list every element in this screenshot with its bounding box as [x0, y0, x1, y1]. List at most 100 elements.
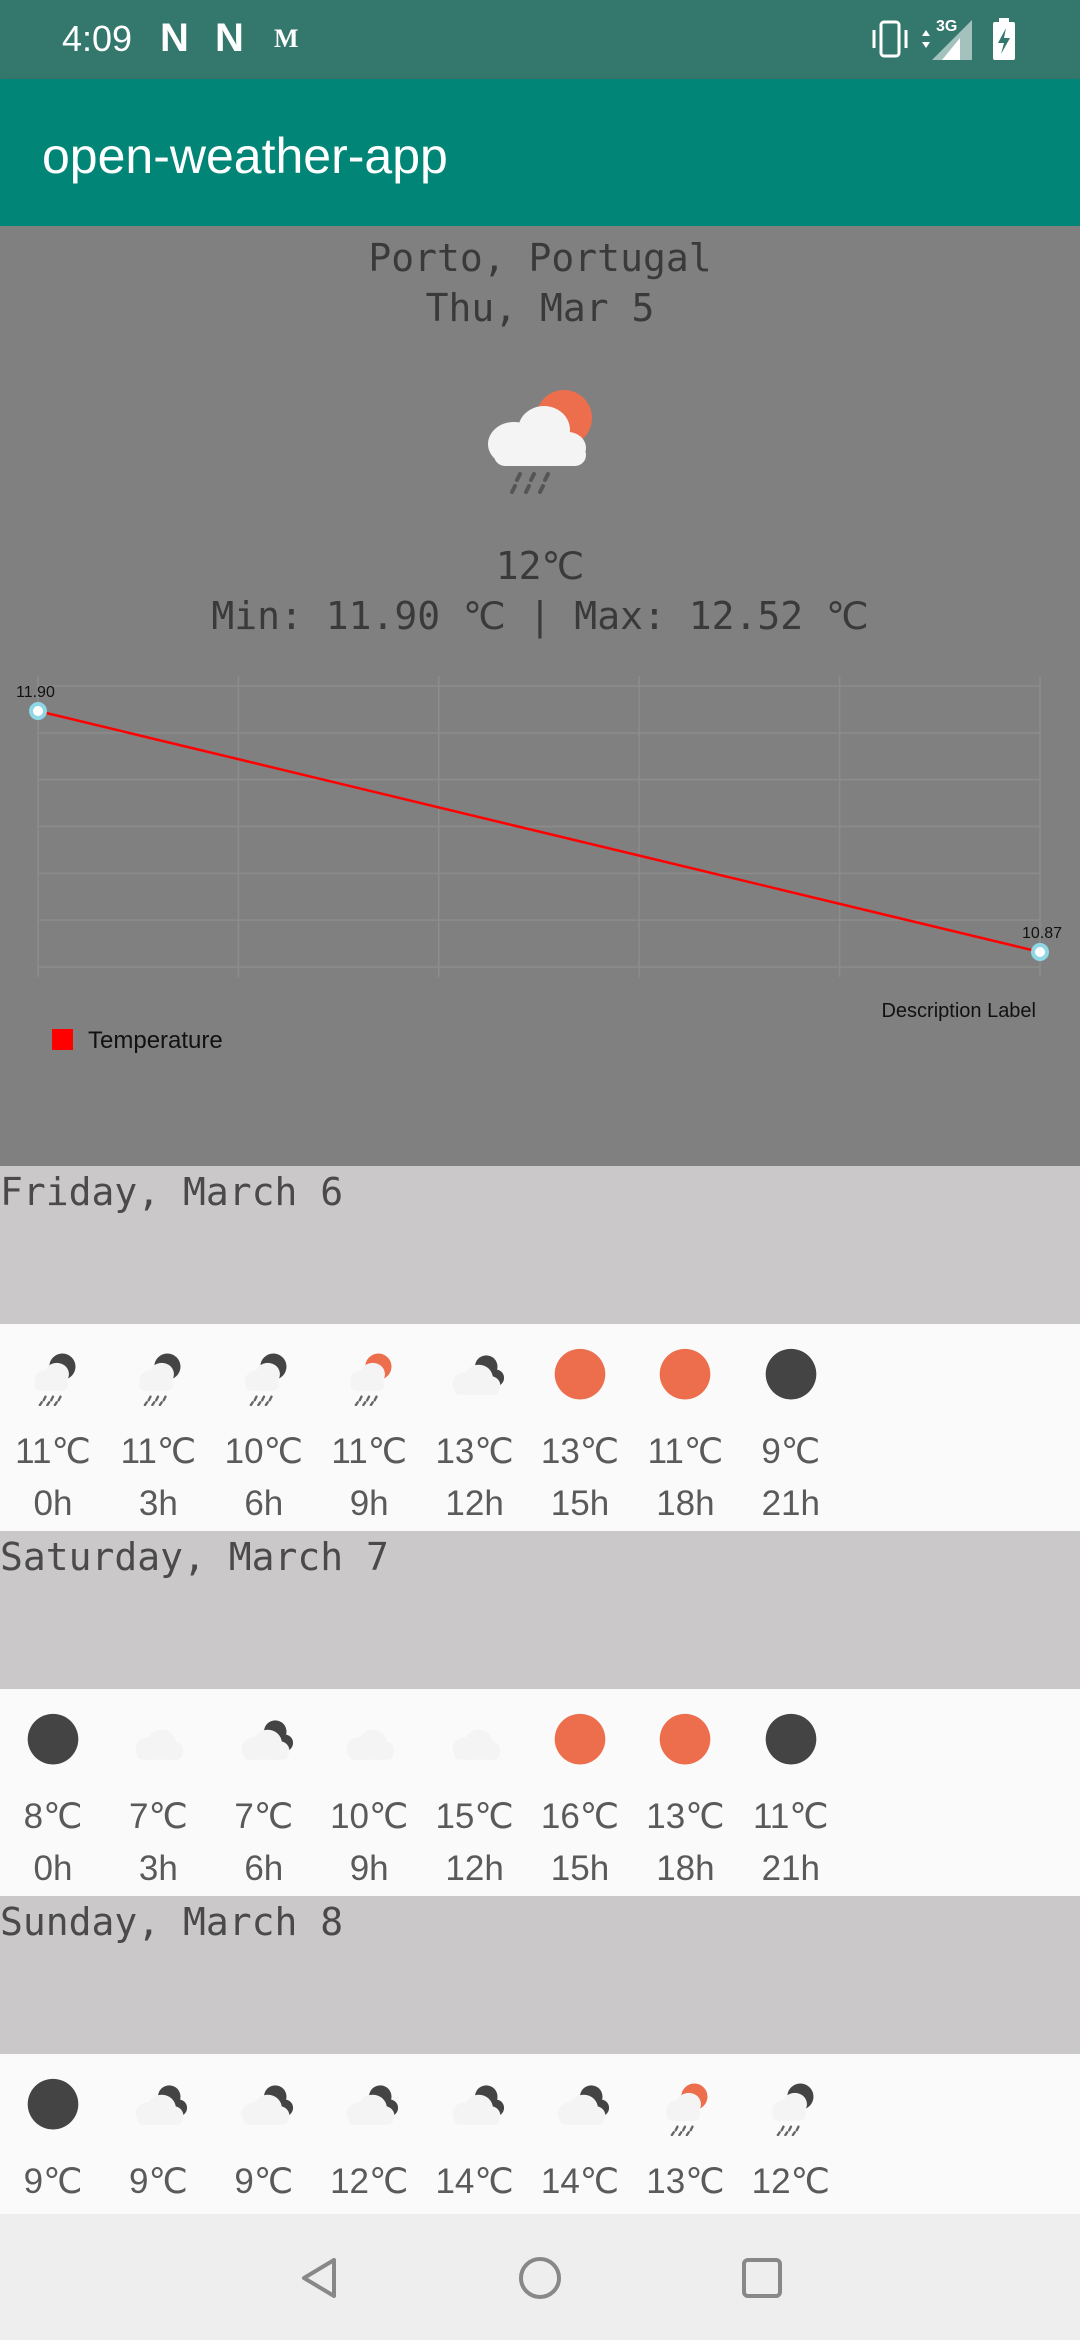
- min-max-temperature: Min: 11.90 ℃ | Max: 12.52 ℃: [211, 594, 869, 638]
- cloud-icon: [452, 1729, 500, 1760]
- forecast-hour: 21h: [761, 1849, 820, 1888]
- navigation-bar: [0, 2214, 1080, 2340]
- city-label: Porto, Portugal: [368, 236, 712, 280]
- forecast-slot[interactable]: 13℃: [632, 2054, 738, 2214]
- chart-description-label: Description Label: [881, 1000, 1036, 1022]
- recents-icon[interactable]: [738, 2254, 786, 2302]
- sun-icon: [660, 1713, 711, 1765]
- moon-icon: [27, 1713, 79, 1765]
- forecast-slot[interactable]: 11℃ 0h: [0, 1324, 106, 1531]
- forecast-hour: 21h: [761, 1484, 820, 1523]
- day-header: Friday, March 6: [0, 1166, 1080, 1324]
- data-point[interactable]: [29, 702, 47, 720]
- forecast-temperature: 11℃: [120, 1432, 197, 1471]
- cloud-moon-icon: [557, 2085, 610, 2125]
- day-header: Saturday, March 7: [0, 1531, 1080, 1689]
- rain-moon-icon: [34, 1353, 76, 1406]
- forecast-temperature: 11℃: [331, 1432, 407, 1471]
- sun-icon: [554, 1348, 606, 1400]
- status-time: 4:09: [62, 18, 133, 59]
- forecast-temperature: 11℃: [15, 1432, 91, 1471]
- medium-notification-icon: M: [274, 24, 299, 53]
- forecast-temperature: 9℃: [761, 1432, 821, 1471]
- home-icon[interactable]: [516, 2254, 564, 2302]
- forecast-hour: 12h: [445, 1484, 504, 1523]
- forecast-hour: 6h: [244, 1484, 284, 1523]
- forecast-slot[interactable]: 12℃: [316, 2054, 422, 2214]
- forecast-temperature: 14℃: [435, 2162, 514, 2201]
- date-label: Thu, Mar 5: [425, 286, 655, 330]
- forecast-temperature: 11℃: [647, 1432, 724, 1471]
- forecast-hour: 15h: [550, 1849, 610, 1888]
- forecast-slot[interactable]: 16℃ 15h: [527, 1689, 633, 1896]
- forecast-slot[interactable]: 13℃ 18h: [632, 1689, 738, 1896]
- rain-sun-icon: [666, 2083, 708, 2136]
- cloud-moon-icon: [452, 1355, 504, 1395]
- forecast-row[interactable]: 9℃ 9℃ 9℃ 12℃ 14℃ 14℃ 13℃ 12℃: [0, 2054, 1080, 2214]
- forecast-temperature: 16℃: [540, 1797, 620, 1836]
- forecast-temperature: 9℃: [129, 2162, 188, 2201]
- forecast-hour: 18h: [656, 1849, 715, 1888]
- cloud-moon-icon: [452, 2085, 504, 2125]
- back-icon[interactable]: [296, 2254, 344, 2302]
- forecast-slot[interactable]: 13℃ 15h: [527, 1324, 633, 1531]
- sun-icon: [554, 1713, 606, 1765]
- forecast-hour: 0h: [33, 1849, 73, 1888]
- rain-cloud-sun-icon: [488, 390, 592, 494]
- rain-sun-icon: [350, 1353, 392, 1406]
- forecast-row[interactable]: 11℃ 0h 11℃ 3h 10℃ 6h 11℃ 9h 13℃ 12h 13℃ 15h 11℃ 18h 9℃…: [0, 1324, 1080, 1531]
- network-type-label: 3G: [936, 18, 958, 35]
- forecast-slot[interactable]: 11℃ 9h: [316, 1324, 422, 1531]
- forecast-slot[interactable]: 11℃ 3h: [105, 1324, 211, 1531]
- forecast-hour: 3h: [138, 1484, 178, 1523]
- forecast-temperature: 7℃: [129, 1797, 188, 1836]
- cloud-moon-icon: [346, 2085, 399, 2125]
- battery-charging-icon: [993, 18, 1015, 60]
- forecast-hour: 9h: [349, 1849, 389, 1888]
- forecast-temperature: 12℃: [751, 2162, 830, 2201]
- cloud-icon: [346, 1729, 395, 1760]
- forecast-temperature: 10℃: [224, 1432, 303, 1471]
- forecast-slot[interactable]: 10℃ 6h: [211, 1324, 317, 1531]
- rain-moon-icon: [139, 1353, 181, 1406]
- forecast-temperature: 13℃: [435, 1432, 514, 1471]
- moon-icon: [765, 1348, 817, 1400]
- forecast-slot[interactable]: 7℃ 6h: [211, 1689, 317, 1896]
- forecast-slot[interactable]: 12℃: [738, 2054, 844, 2214]
- series-line-temperature: [37, 709, 1041, 954]
- forecast-temperature: 9℃: [23, 2162, 83, 2201]
- moon-icon: [765, 1713, 817, 1765]
- data-point[interactable]: [1031, 943, 1049, 961]
- forecast-slot[interactable]: 11℃ 18h: [632, 1324, 738, 1531]
- forecast-slot[interactable]: 14℃: [527, 2054, 633, 2214]
- data-label: 10.87: [1022, 925, 1062, 942]
- forecast-slot[interactable]: 13℃ 12h: [422, 1324, 528, 1531]
- cloud-icon: [135, 1729, 184, 1760]
- netflix-notification-icon: N: [215, 16, 244, 60]
- forecast-row[interactable]: 8℃ 0h 7℃ 3h 7℃ 6h 10℃ 9h 15℃ 12h 16℃ 15h 13℃ 18h 11℃ 21…: [0, 1689, 1080, 1896]
- day-title: Sunday, March 8: [0, 1900, 344, 1944]
- forecast-hour: 0h: [33, 1484, 73, 1523]
- forecast-slot[interactable]: 11℃ 21h: [738, 1689, 844, 1896]
- forecast-slot[interactable]: 9℃ 21h: [738, 1324, 844, 1531]
- forecast-hour: 18h: [656, 1484, 715, 1523]
- forecast-slot[interactable]: 9℃: [105, 2054, 211, 2214]
- cloud-moon-icon: [241, 2085, 293, 2125]
- vibrate-icon: [872, 20, 908, 58]
- forecast-temperature: 14℃: [540, 2162, 620, 2201]
- forecast-slot[interactable]: 14℃: [422, 2054, 528, 2214]
- forecast-slot[interactable]: 9℃: [211, 2054, 317, 2214]
- rain-moon-icon: [772, 2083, 814, 2136]
- forecast-slot[interactable]: 10℃ 9h: [316, 1689, 422, 1896]
- temperature-chart: 11.90 10.87 Description Label Temperature: [16, 676, 1062, 1054]
- app-title: open-weather-app: [42, 128, 448, 184]
- forecast-slot[interactable]: 9℃: [0, 2054, 106, 2214]
- day-header: Sunday, March 8: [0, 1896, 1080, 2054]
- forecast-temperature: 9℃: [234, 2162, 294, 2201]
- forecast-hour: 3h: [138, 1849, 178, 1888]
- forecast-slot[interactable]: 7℃ 3h: [105, 1689, 211, 1896]
- forecast-temperature: 11℃: [752, 1797, 829, 1836]
- forecast-slot[interactable]: 15℃ 12h: [422, 1689, 528, 1896]
- forecast-temperature: 8℃: [23, 1797, 83, 1836]
- forecast-slot[interactable]: 8℃ 0h: [0, 1689, 106, 1896]
